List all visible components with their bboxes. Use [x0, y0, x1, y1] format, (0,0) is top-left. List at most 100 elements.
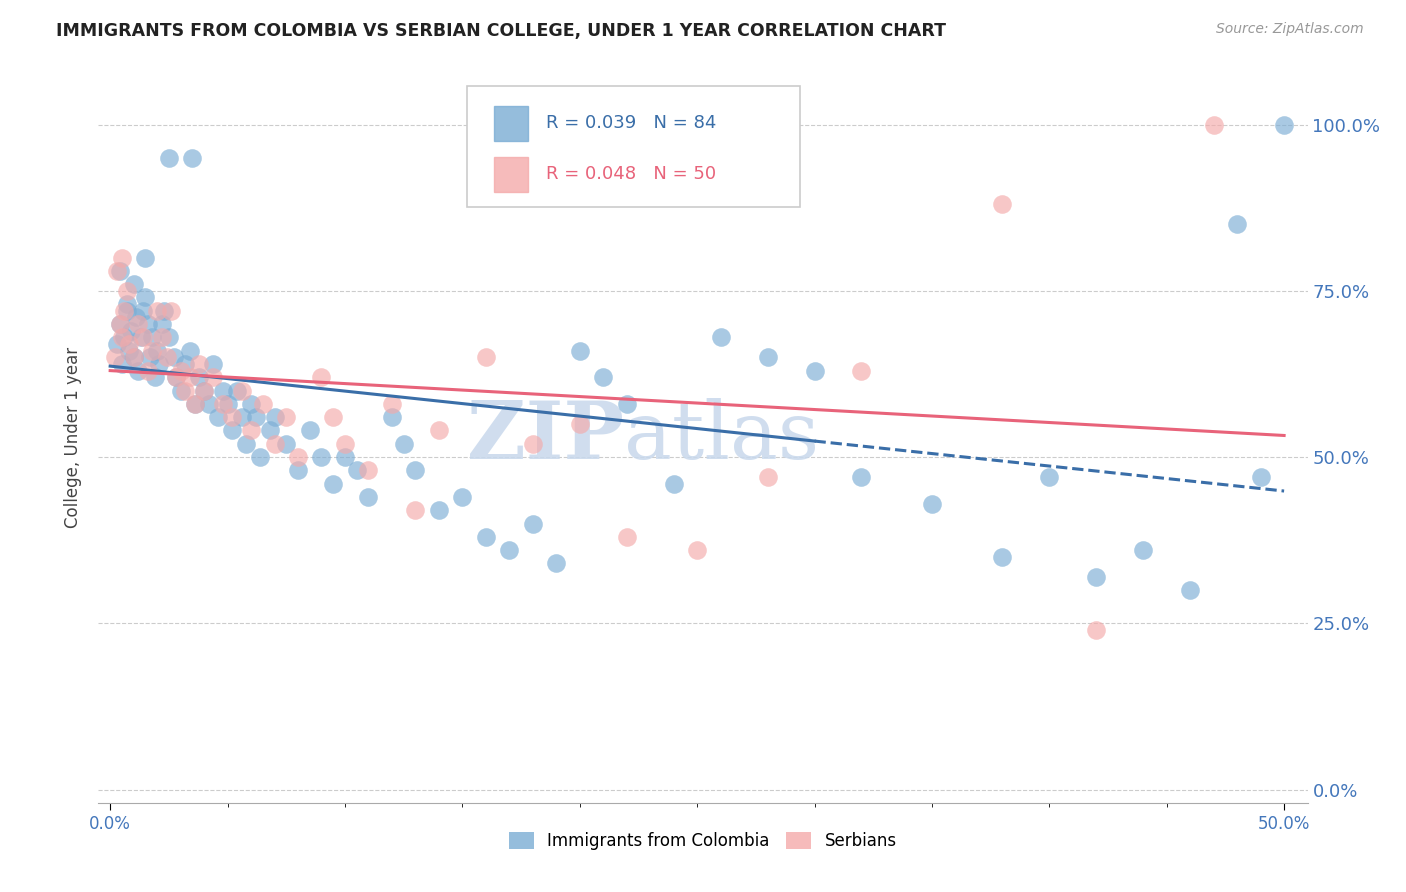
Point	[179, 343, 201, 358]
Point	[111, 330, 134, 344]
Point	[212, 397, 235, 411]
Point	[231, 384, 253, 398]
Point	[298, 424, 321, 438]
Point	[522, 516, 544, 531]
Point	[245, 410, 267, 425]
Legend: Immigrants from Colombia, Serbians: Immigrants from Colombia, Serbians	[502, 825, 904, 856]
Point	[105, 337, 128, 351]
Point	[1250, 470, 1272, 484]
Point	[276, 436, 298, 450]
Point	[357, 463, 380, 477]
Point	[921, 497, 943, 511]
Point	[136, 317, 159, 331]
Point	[193, 384, 215, 398]
Bar	[494, 106, 527, 141]
Point	[803, 363, 825, 377]
Point	[616, 530, 638, 544]
Point	[169, 384, 191, 398]
Point	[226, 384, 249, 398]
Point	[174, 384, 197, 398]
Point	[240, 397, 263, 411]
Point	[404, 463, 426, 477]
Point	[616, 397, 638, 411]
Point	[686, 543, 709, 558]
Point	[240, 424, 263, 438]
Point	[498, 543, 520, 558]
Point	[346, 463, 368, 477]
Point	[1180, 582, 1202, 597]
Point	[851, 363, 873, 377]
Point	[1085, 570, 1108, 584]
Point	[249, 450, 271, 464]
Point	[120, 324, 142, 338]
Point	[475, 530, 498, 544]
Point	[104, 351, 127, 365]
Point	[155, 351, 177, 365]
Point	[202, 357, 225, 371]
Point	[427, 503, 450, 517]
Point	[756, 470, 779, 484]
Point	[139, 351, 162, 365]
Point	[991, 197, 1014, 211]
Point	[132, 330, 155, 344]
Point	[231, 410, 253, 425]
Point	[122, 351, 145, 365]
Point	[118, 343, 141, 358]
Point	[165, 370, 187, 384]
Point	[357, 490, 380, 504]
Point	[451, 490, 474, 504]
Point	[162, 351, 184, 365]
Point	[592, 370, 614, 384]
Point	[122, 351, 145, 365]
Point	[207, 410, 229, 425]
Point	[188, 357, 211, 371]
Text: R = 0.039   N = 84: R = 0.039 N = 84	[546, 114, 716, 132]
Point	[322, 476, 344, 491]
Point	[333, 436, 356, 450]
Point	[174, 357, 197, 371]
Point	[115, 303, 138, 318]
Point	[111, 251, 134, 265]
Point	[112, 330, 135, 344]
Point	[756, 351, 779, 365]
Point	[217, 397, 239, 411]
Bar	[494, 157, 527, 192]
Point	[475, 351, 498, 365]
Point	[851, 470, 873, 484]
Point	[1085, 623, 1108, 637]
Y-axis label: College, Under 1 year: College, Under 1 year	[65, 346, 83, 528]
Point	[179, 370, 201, 384]
Point	[165, 370, 187, 384]
Point	[134, 251, 156, 265]
Point	[522, 436, 544, 450]
Point	[108, 317, 131, 331]
Point	[183, 397, 205, 411]
Point	[127, 317, 149, 331]
Point	[1202, 118, 1225, 132]
Point	[169, 363, 191, 377]
Point	[160, 303, 183, 318]
Point	[392, 436, 415, 450]
Point	[115, 297, 138, 311]
Point	[127, 363, 149, 377]
Point	[381, 410, 404, 425]
Point	[322, 410, 344, 425]
Point	[132, 303, 155, 318]
Point	[1272, 118, 1295, 132]
Point	[202, 370, 225, 384]
Text: IMMIGRANTS FROM COLOMBIA VS SERBIAN COLLEGE, UNDER 1 YEAR CORRELATION CHART: IMMIGRANTS FROM COLOMBIA VS SERBIAN COLL…	[56, 22, 946, 40]
Point	[136, 363, 159, 377]
Point	[662, 476, 685, 491]
Point	[105, 264, 128, 278]
Point	[183, 397, 205, 411]
Point	[146, 303, 169, 318]
Text: Source: ZipAtlas.com: Source: ZipAtlas.com	[1216, 22, 1364, 37]
Point	[197, 397, 219, 411]
Point	[287, 463, 309, 477]
Point	[118, 337, 141, 351]
Point	[404, 503, 426, 517]
Point	[710, 330, 733, 344]
Point	[134, 290, 156, 304]
Point	[188, 370, 211, 384]
Point	[112, 303, 135, 318]
